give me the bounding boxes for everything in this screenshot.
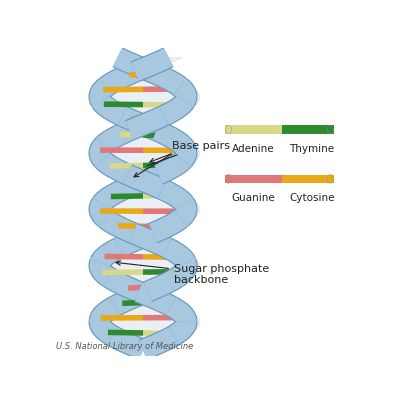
Polygon shape: [143, 102, 182, 108]
Polygon shape: [143, 86, 183, 92]
Ellipse shape: [327, 174, 334, 183]
Polygon shape: [128, 284, 143, 291]
Polygon shape: [143, 177, 144, 184]
Text: Sugar phosphate
backbone: Sugar phosphate backbone: [116, 261, 269, 285]
Polygon shape: [108, 330, 143, 336]
Polygon shape: [111, 193, 143, 199]
Text: Thymine: Thymine: [289, 144, 334, 154]
Polygon shape: [131, 116, 143, 122]
Polygon shape: [133, 238, 143, 244]
Text: Guanine: Guanine: [232, 193, 275, 203]
Polygon shape: [120, 132, 143, 138]
Ellipse shape: [327, 125, 334, 134]
Polygon shape: [143, 162, 176, 168]
Polygon shape: [143, 239, 153, 245]
Polygon shape: [143, 132, 166, 138]
Polygon shape: [104, 254, 143, 260]
Bar: [225, 125, 282, 134]
Polygon shape: [143, 192, 175, 199]
Polygon shape: [143, 330, 178, 336]
Text: Adenine: Adenine: [232, 144, 275, 154]
Polygon shape: [143, 299, 164, 305]
Polygon shape: [130, 71, 143, 78]
Ellipse shape: [225, 125, 232, 134]
Text: U.S. National Library of Medicine: U.S. National Library of Medicine: [56, 342, 194, 351]
Polygon shape: [102, 269, 143, 275]
Ellipse shape: [225, 174, 232, 183]
Polygon shape: [143, 269, 184, 275]
Polygon shape: [143, 148, 186, 153]
Bar: [225, 174, 282, 183]
Bar: [282, 125, 334, 134]
Polygon shape: [143, 284, 158, 290]
Polygon shape: [118, 223, 143, 229]
Polygon shape: [143, 315, 185, 320]
Polygon shape: [143, 224, 168, 230]
Polygon shape: [101, 315, 143, 321]
Polygon shape: [143, 117, 155, 124]
Polygon shape: [100, 208, 143, 214]
Polygon shape: [143, 70, 156, 77]
Polygon shape: [122, 300, 143, 306]
Text: Base pairs: Base pairs: [147, 141, 230, 166]
Polygon shape: [100, 147, 143, 153]
Polygon shape: [143, 208, 186, 214]
Bar: [282, 174, 334, 183]
Text: Cytosine: Cytosine: [289, 193, 335, 203]
Polygon shape: [104, 102, 143, 107]
Polygon shape: [142, 178, 143, 184]
Polygon shape: [143, 254, 182, 260]
Polygon shape: [110, 163, 143, 169]
Polygon shape: [103, 86, 143, 92]
